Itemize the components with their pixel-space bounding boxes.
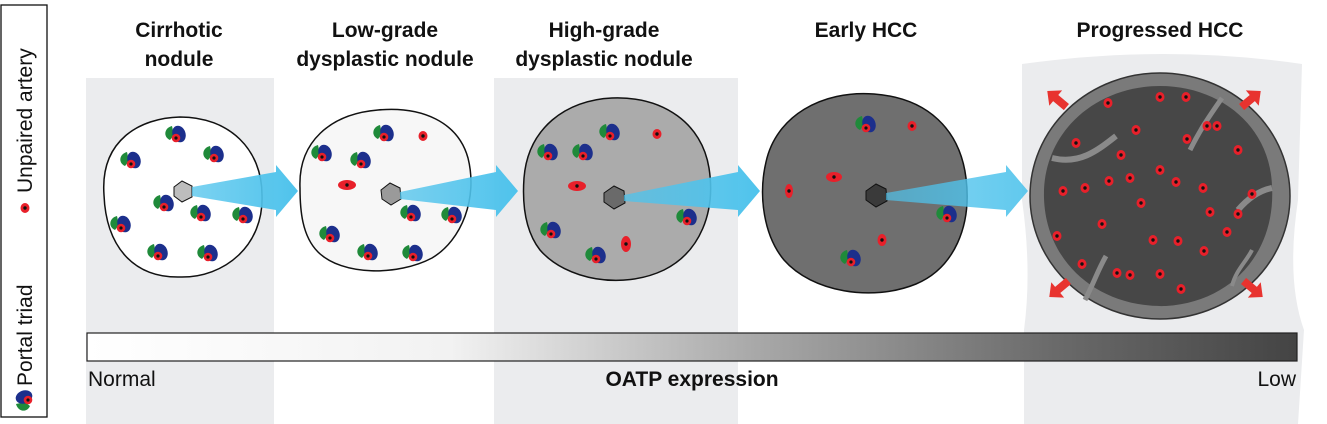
stage-title-cirrhotic: Cirrhotic nodule	[135, 19, 223, 71]
svg-text:Cirrhotic: Cirrhotic	[135, 19, 223, 42]
oatp-gradient-bar	[86, 332, 1298, 362]
svg-text:Early HCC: Early HCC	[815, 19, 918, 42]
scale-center-label: OATP expression	[605, 368, 778, 391]
nodule-high-grade	[522, 97, 712, 282]
legend-portal-triad: Portal triad	[14, 284, 37, 386]
nodule-low-grade	[299, 108, 472, 272]
svg-text:nodule: nodule	[145, 48, 214, 71]
central-vein	[865, 183, 888, 208]
stage-title-high-grade: High-grade dysplastic nodule	[515, 19, 692, 71]
legend: Portal triad Unpaired artery	[0, 4, 48, 418]
progression-arrow-4	[886, 165, 1028, 217]
unpaired-artery-legend-icon	[20, 203, 30, 213]
nodule-early-hcc	[761, 92, 968, 294]
stage-title-progressed-hcc: Progressed HCC	[1077, 19, 1244, 42]
nodule-progressed-hcc	[1029, 72, 1291, 320]
svg-text:High-grade: High-grade	[549, 19, 660, 42]
scale-right-label: Low	[1257, 368, 1296, 391]
legend-unpaired-artery: Unpaired artery	[14, 48, 37, 193]
central-vein	[603, 185, 626, 210]
progression-arrow-2	[400, 165, 518, 217]
svg-text:Progressed HCC: Progressed HCC	[1077, 19, 1244, 42]
progression-arrow-1	[192, 165, 298, 217]
stage-title-low-grade: Low-grade dysplastic nodule	[296, 19, 473, 71]
stage-title-early-hcc: Early HCC	[815, 19, 918, 42]
central-vein	[173, 180, 193, 203]
progression-arrow-3	[624, 165, 760, 217]
svg-text:Low-grade: Low-grade	[332, 19, 438, 42]
scale-left-label: Normal	[88, 368, 156, 391]
svg-text:dysplastic nodule: dysplastic nodule	[296, 48, 473, 71]
svg-text:dysplastic nodule: dysplastic nodule	[515, 48, 692, 71]
